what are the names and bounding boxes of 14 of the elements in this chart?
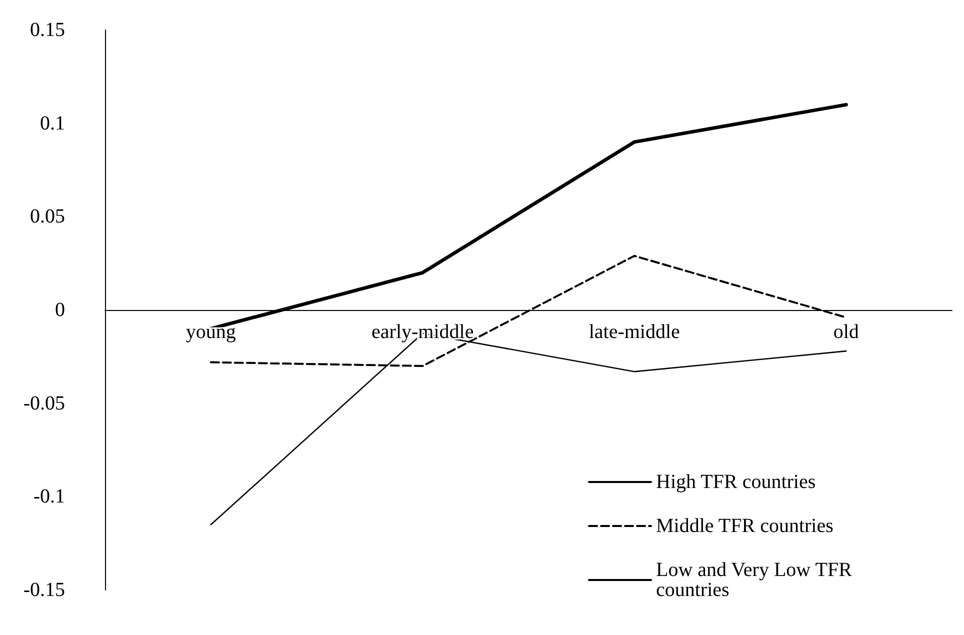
y-tick-label: 0.15 [30, 19, 65, 41]
y-tick-label: -0.1 [33, 486, 65, 508]
y-tick-label: 0 [55, 299, 65, 321]
y-tick-label: 0.1 [40, 112, 65, 134]
x-tick-label: late-middle [588, 321, 680, 343]
y-tick-label: -0.15 [23, 579, 65, 601]
y-tick-label: 0.05 [30, 206, 65, 228]
x-tick-label: early-middle [372, 321, 474, 343]
y-tick-label: -0.05 [23, 392, 65, 414]
x-tick-label: old [833, 321, 859, 343]
legend-label: Middle TFR countries [656, 515, 834, 537]
legend-label: Low and Very Low TFR countries [656, 559, 857, 601]
x-tick-label: young [186, 321, 236, 343]
legend-label: High TFR countries [656, 471, 816, 493]
